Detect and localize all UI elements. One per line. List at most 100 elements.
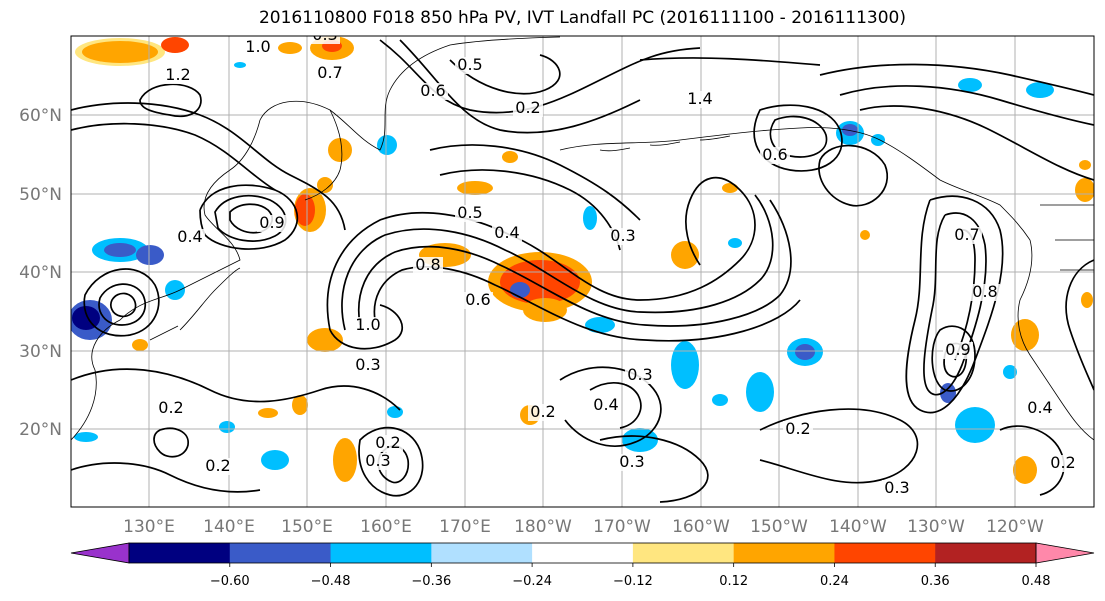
contour-label-background [353, 357, 383, 374]
pv-contour-line [931, 325, 976, 392]
contour-label-background [353, 317, 383, 334]
shaded-region [328, 138, 352, 162]
contour-label-background [685, 91, 715, 108]
lon-tick-label: 130°W [907, 517, 965, 537]
contour-label: 0.2 [515, 98, 540, 117]
pv-contour-line [139, 83, 202, 118]
border-us-canada [1040, 204, 1094, 271]
shaded-region [1003, 365, 1017, 379]
contour-label: 0.2 [530, 402, 555, 421]
contour-label: 0.7 [954, 225, 979, 244]
colorbar-extend-min [70, 542, 130, 564]
contour-label: 0.4 [494, 223, 519, 242]
contour-label: 0.3 [355, 355, 380, 374]
contour-label-background [175, 229, 205, 246]
colorbar-bin [834, 543, 936, 563]
contour-label: 0.6 [465, 290, 490, 309]
lon-tick-label: 150°E [281, 517, 333, 537]
coastline-kamchatka [304, 109, 343, 201]
shaded-region [74, 432, 98, 442]
pv-contour-line [429, 144, 641, 221]
colorbar-extend-max [1035, 542, 1095, 564]
colorbar-tick-label: 0.24 [820, 574, 849, 589]
contour-label: 0.8 [972, 282, 997, 301]
contour-label-background [455, 57, 485, 74]
shaded-region [955, 407, 995, 443]
shaded-region [712, 394, 728, 406]
contour-label-background [310, 36, 340, 44]
contour-label-background [418, 83, 448, 100]
contour-label: 0.4 [593, 395, 618, 414]
shaded-region [219, 421, 235, 433]
contour-label-background [783, 421, 813, 438]
colorbar-frame [128, 542, 1037, 564]
contour-label: 1.0 [245, 37, 270, 56]
contour-label-background [943, 342, 973, 359]
contour-label: 1.0 [355, 315, 380, 334]
colorbar-tick-label: −0.24 [512, 574, 552, 589]
pv-contour-line [153, 427, 189, 458]
contour-label: 0.2 [158, 398, 183, 417]
shaded-region [1013, 456, 1037, 484]
shaded-region [307, 328, 343, 352]
shaded-region [871, 134, 885, 146]
contour-label-background [463, 292, 493, 309]
contour-label-background [591, 397, 621, 414]
pv-contour-line [71, 102, 346, 231]
colorbar-bin [733, 543, 835, 563]
colorbar-bin [935, 543, 1037, 563]
contour-label-background [970, 284, 1000, 301]
pv-contour-line [1065, 259, 1094, 391]
contour-label-background [513, 100, 543, 117]
shaded-region [940, 383, 956, 403]
colorbar-tick-label: −0.48 [311, 574, 351, 589]
shaded-region [510, 282, 530, 298]
contour-label: 0.2 [205, 456, 230, 475]
contour-label-background [243, 39, 273, 56]
contour-label-background [315, 65, 345, 82]
pv-contour-line [71, 462, 261, 493]
shaded-region [261, 450, 289, 470]
shaded-region [500, 260, 580, 304]
pv-contours [71, 39, 1094, 503]
shaded-region [1011, 319, 1039, 351]
map-frame [70, 35, 1095, 508]
pv-contour-line [589, 382, 642, 429]
pv-contour-line [999, 425, 1065, 496]
shaded-region [842, 124, 858, 136]
shaded-region [1026, 82, 1054, 98]
contour-label: 0.3 [884, 478, 909, 497]
shaded-region [161, 37, 189, 53]
contour-label: 1.2 [165, 65, 190, 84]
shaded-region [132, 339, 148, 351]
colorbar-tick-label: 0.48 [1022, 574, 1051, 589]
colorbar-tick-label: −0.12 [613, 574, 653, 589]
colorbar-tick-label: 0.12 [719, 574, 748, 589]
colorbar-bin [330, 543, 432, 563]
contour-label-background [492, 225, 522, 242]
shaded-region [671, 241, 699, 269]
contour-label-background [625, 367, 655, 384]
contour-label: 1.4 [687, 89, 712, 108]
contour-label-background [203, 458, 233, 475]
pv-contour-line [905, 195, 1004, 414]
shaded-region [136, 245, 164, 265]
colorbar-bin [532, 543, 634, 563]
latitude-labels: 60°N 50°N 40°N 30°N 20°N [19, 106, 62, 440]
pv-contour-line [859, 105, 1094, 181]
shaded-region [585, 317, 615, 333]
pv-contour-line [329, 304, 403, 350]
pv-contour-line [326, 176, 756, 331]
contour-label: 0.5 [457, 55, 482, 74]
graticule [71, 36, 1094, 507]
shaded-region [1079, 160, 1091, 170]
ivt-shading [71, 36, 1094, 484]
contour-label: 0.3 [619, 452, 644, 471]
contour-label: 0.3 [365, 451, 390, 470]
contour-label: 0.9 [259, 213, 284, 232]
lon-tick-label: 140°E [203, 517, 255, 537]
contour-label-background [156, 400, 186, 417]
map-title: 2016110800 F018 850 hPa PV, IVT Landfall… [258, 8, 906, 28]
contour-label-background [882, 480, 912, 497]
